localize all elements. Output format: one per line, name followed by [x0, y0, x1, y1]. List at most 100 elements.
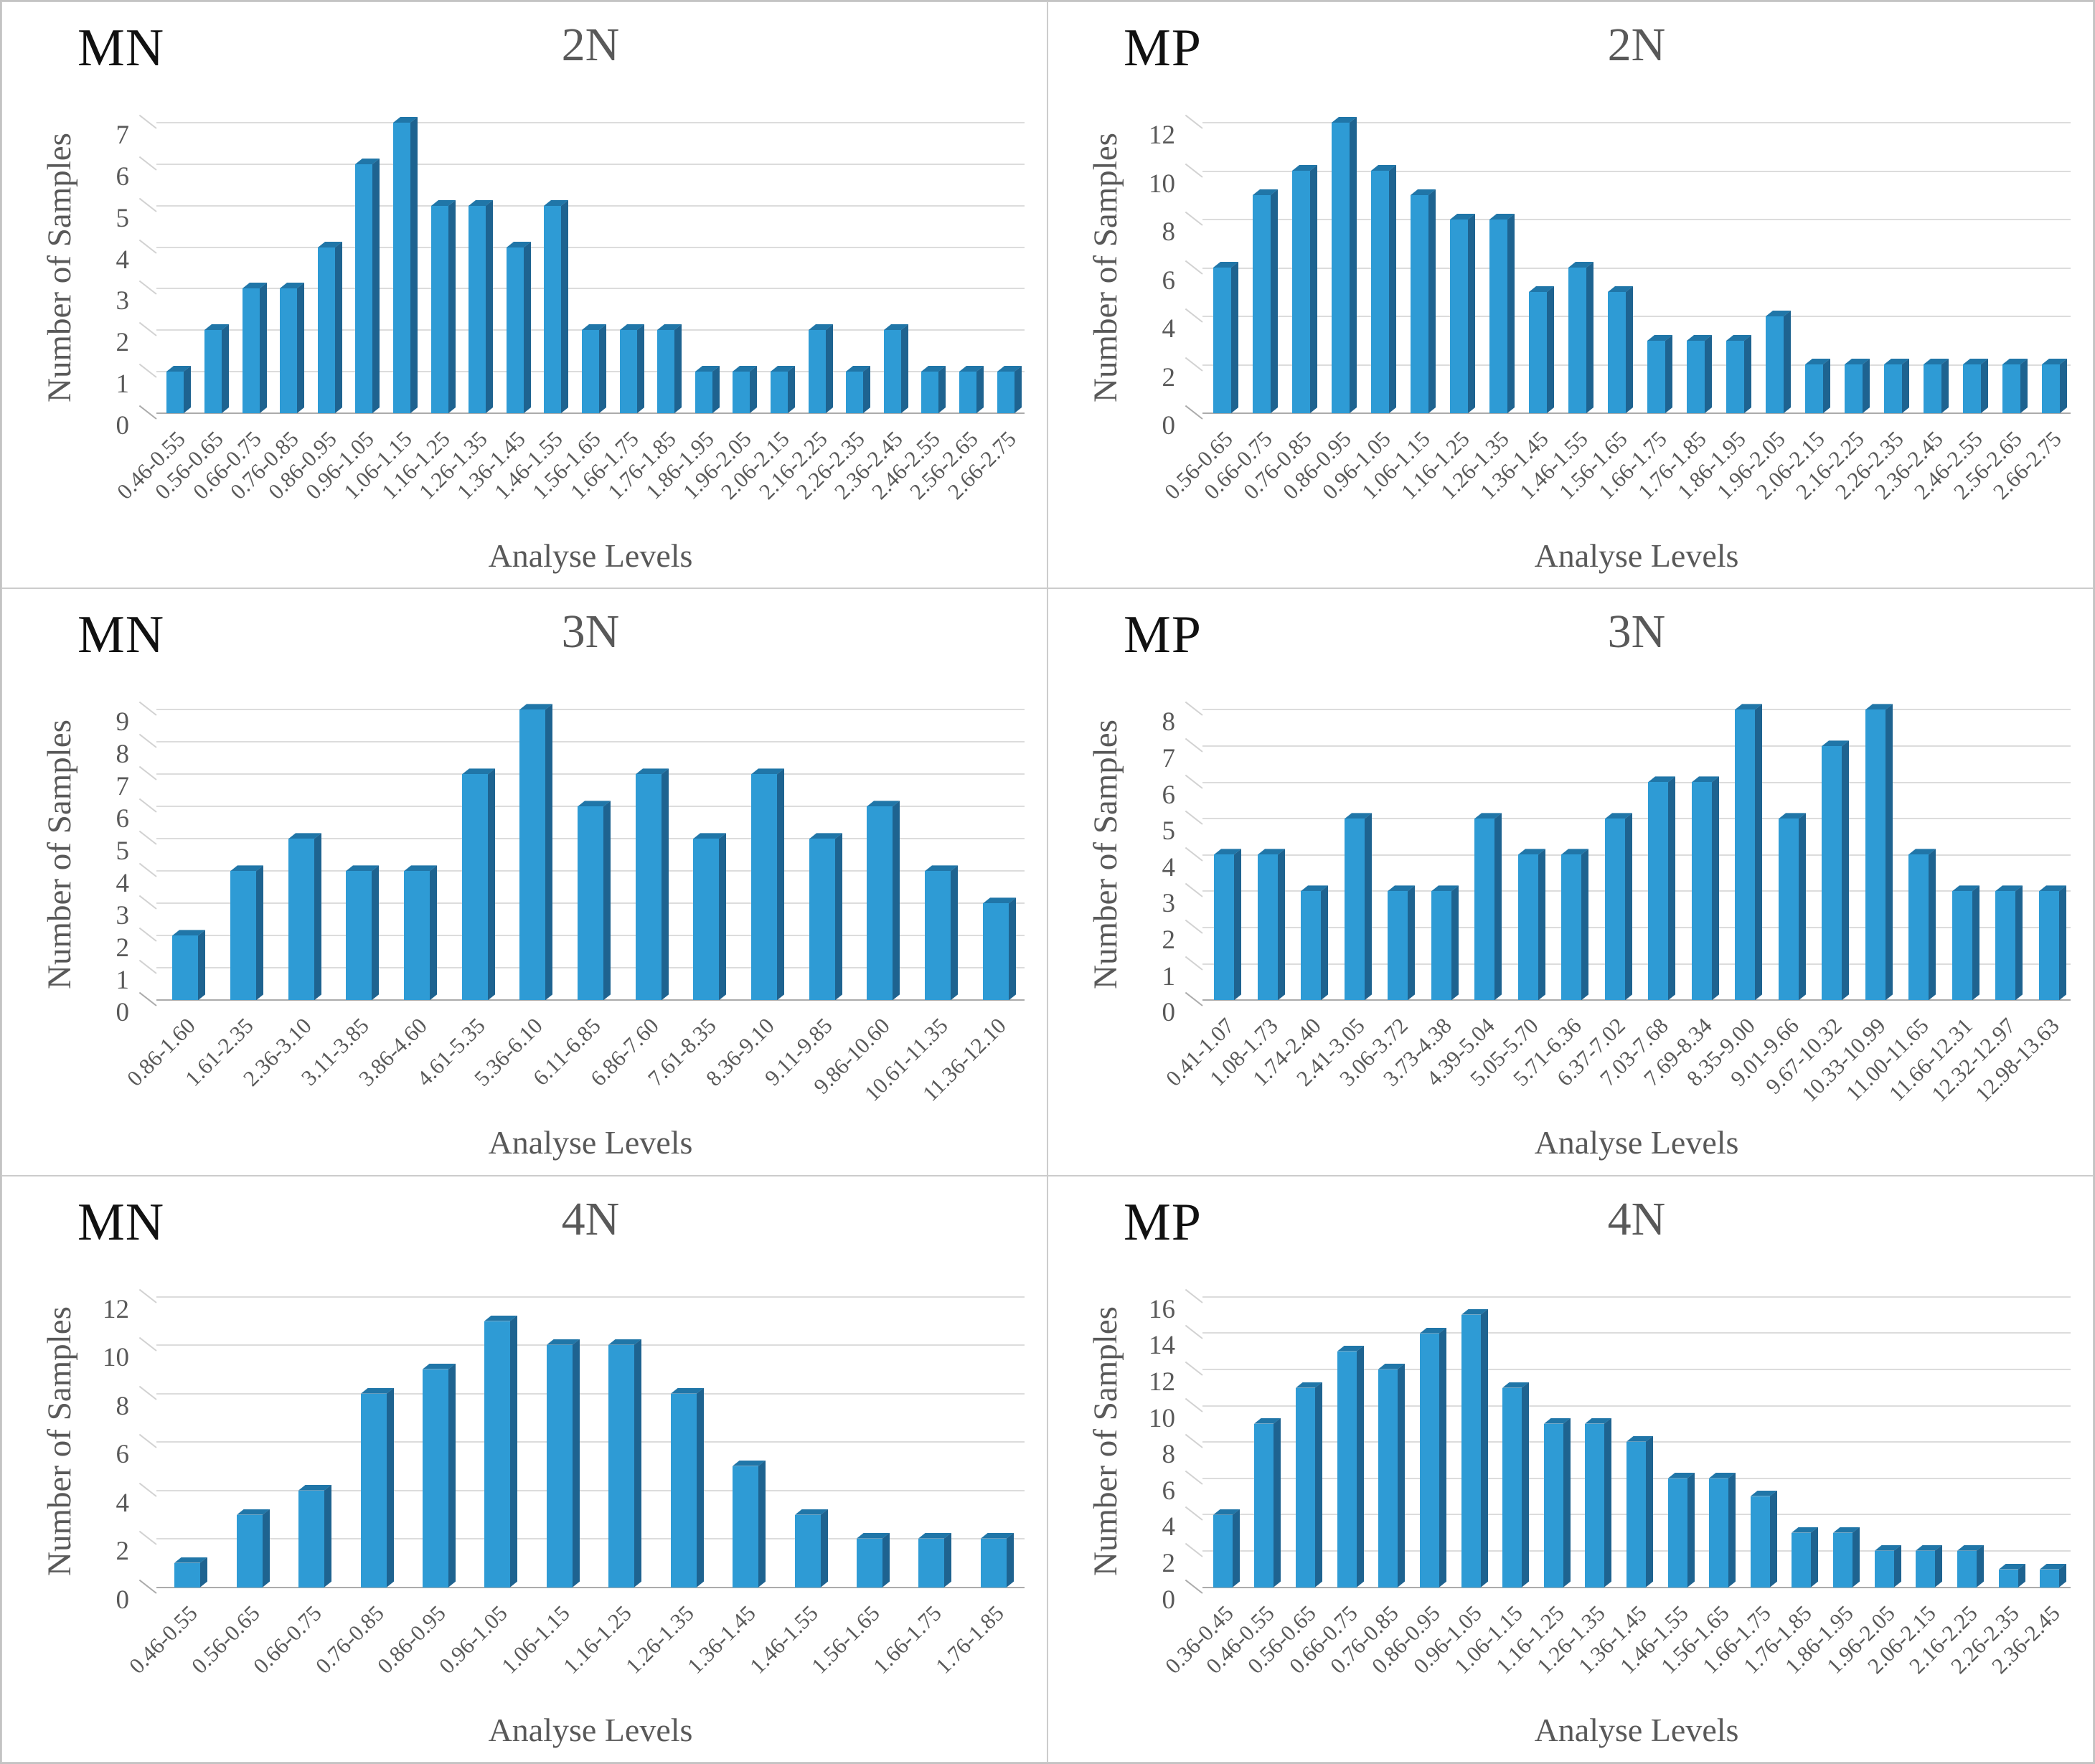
bar-side-face [1902, 359, 1909, 413]
bar-top-face [1332, 117, 1357, 123]
bar-side-face [263, 1509, 270, 1588]
bar-front-face [1489, 220, 1507, 413]
gridline [1202, 316, 2071, 317]
bar-top-face [1371, 165, 1396, 171]
bar-top-face [423, 1363, 456, 1369]
bar-front-face [857, 1538, 882, 1588]
bar-top-face [1431, 885, 1459, 892]
bar-side-face [1522, 1382, 1529, 1588]
bar-front-face [1875, 1550, 1894, 1588]
gridline-bevel [1185, 211, 1203, 226]
bar-top-face [1254, 1418, 1281, 1424]
y-tick-label: 10 [103, 1343, 129, 1373]
bar-front-face [997, 372, 1014, 413]
bar-top-face [1213, 1509, 1240, 1515]
gridline-bevel [1185, 737, 1203, 753]
bar-front-face [918, 1538, 944, 1588]
bar-side-face [256, 865, 263, 1001]
bar-front-face [733, 1466, 758, 1588]
plot-area: 0 1 2 3 4 5 6 7 8 9 0.86-1.60 1.61-2.35 2.36-3.10 3.1… [116, 702, 1025, 1106]
bar-side-face [448, 200, 456, 413]
bar-top-face [620, 324, 644, 330]
bar-side-face [719, 833, 726, 1001]
gridline [156, 288, 1025, 290]
y-tick-label: 12 [1149, 1367, 1175, 1397]
bar-side-face [561, 200, 568, 413]
y-tick-label: 6 [116, 804, 130, 834]
bar-side-face [335, 242, 342, 413]
bar-side-face [1494, 813, 1502, 1001]
bar-top-face [1544, 1418, 1571, 1424]
bar-front-face [578, 806, 603, 1001]
bar-side-face [1408, 885, 1415, 1001]
plot-area: 0 1 2 3 4 5 6 7 0.46-0.55 0.56-0.65 0.66-0.75 0.76-… [112, 114, 1025, 504]
bar-front-face [695, 372, 712, 413]
bar-top-face [1253, 189, 1278, 195]
bar-side-face [1929, 849, 1936, 1001]
gridline [156, 246, 1025, 248]
bar-front-face [959, 372, 976, 413]
gridline-bevel [1185, 956, 1203, 971]
gridline-bevel [1185, 357, 1203, 372]
gridline-bevel [138, 895, 157, 910]
bar-side-face [944, 1532, 951, 1588]
bar-top-face [1916, 1544, 1942, 1551]
bar-front-face [393, 123, 410, 413]
bar-side-face [1234, 849, 1241, 1001]
gridline-bevel [1185, 846, 1203, 862]
bar-top-face [230, 865, 263, 872]
gridline [1202, 170, 2071, 172]
bar-front-face [771, 372, 788, 413]
bar-top-face [1258, 849, 1285, 855]
gridline-bevel [1185, 1542, 1203, 1557]
bar-top-face [393, 117, 418, 123]
bar-front-face [166, 372, 184, 413]
bar-side-face [1705, 335, 1712, 413]
bar-top-face [2002, 359, 2028, 364]
bar-side-face [1981, 359, 1988, 413]
bar-top-face [1518, 849, 1545, 855]
bar-front-face [1214, 854, 1234, 1001]
bar-top-face [1963, 359, 1988, 364]
bar-side-face [1625, 813, 1632, 1001]
y-tick-label: 3 [1162, 889, 1176, 919]
bar-top-face [547, 1339, 580, 1345]
bar-front-face [620, 330, 637, 413]
gridline-bevel [1185, 1397, 1203, 1412]
gridline-bevel [1185, 1325, 1203, 1340]
panel-corner-label: MN [77, 1192, 165, 1252]
y-tick-label: 4 [116, 869, 130, 899]
y-tick-label: 1 [116, 369, 130, 400]
bar-top-face [1924, 359, 1949, 364]
bar-front-face [1296, 1387, 1315, 1588]
bar-front-face [1735, 709, 1755, 1001]
y-tick-label: 0 [1162, 998, 1176, 1028]
bar-front-face [1779, 819, 1799, 1001]
bar-side-face [1668, 776, 1675, 1001]
bar-front-face [921, 372, 938, 413]
bar-top-face [693, 833, 726, 839]
bar-top-face [404, 865, 437, 872]
bar-side-face [486, 200, 493, 413]
y-tick-label: 0 [1162, 1585, 1176, 1615]
bar-top-face [431, 200, 456, 206]
bar-top-face [1561, 849, 1588, 855]
gridline [156, 1586, 1025, 1588]
bar-side-face [372, 865, 379, 1001]
bar-side-face [1626, 286, 1633, 413]
bar-front-face [1865, 709, 1886, 1001]
bar-top-face [544, 200, 568, 206]
bar-side-face [1665, 335, 1672, 413]
bar-side-face [674, 324, 682, 413]
bar-side-face [637, 324, 644, 413]
bar-side-face [1712, 776, 1719, 1001]
bar-top-face [857, 1532, 890, 1539]
bar-front-face [1213, 268, 1231, 413]
bar-front-face [1518, 854, 1538, 1001]
bar-front-face [462, 774, 488, 1001]
gridline [1202, 267, 2071, 269]
bar-front-face [1916, 1550, 1935, 1588]
bar-front-face [230, 871, 256, 1001]
y-tick-label: 3 [116, 286, 130, 316]
bar-top-face [1337, 1345, 1364, 1352]
